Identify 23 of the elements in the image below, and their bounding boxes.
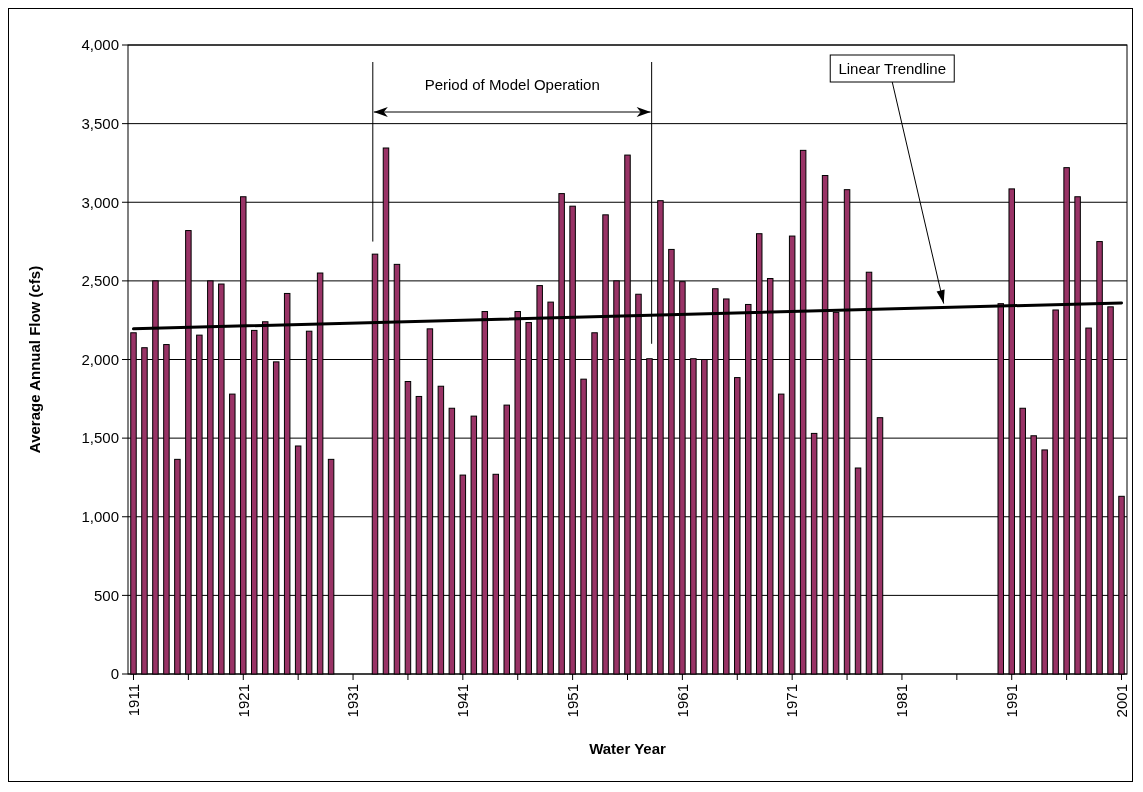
- x-tick-label: 1921: [234, 684, 252, 718]
- x-tick-label: 1951: [563, 684, 581, 718]
- y-tick-label: 4,000: [81, 36, 119, 54]
- x-tick-label: 1961: [673, 684, 691, 718]
- y-tick-label: 2,000: [81, 350, 119, 368]
- y-tick-label: 3,000: [81, 193, 119, 211]
- y-tick-label: 500: [93, 586, 119, 604]
- y-tick-label: 0: [110, 665, 119, 683]
- x-tick-label: 1971: [783, 684, 801, 718]
- y-tick-label: 1,000: [81, 508, 119, 525]
- x-tick-label: 1911: [124, 684, 142, 717]
- annotation: Period of Model Operation: [424, 76, 600, 93]
- x-tick-label: 1941: [454, 684, 472, 718]
- x-tick-label: 1981: [893, 684, 911, 718]
- y-tick-label: 3,500: [81, 114, 119, 132]
- x-axis-title: Water Year: [589, 740, 667, 757]
- y-axis-title: Average Annual Flow (cfs): [26, 265, 43, 454]
- x-tick-label: 2001: [1112, 684, 1130, 718]
- y-tick-label: 2,500: [81, 272, 119, 290]
- x-tick-label: 1991: [1002, 684, 1020, 718]
- y-tick-label: 1,500: [81, 429, 119, 447]
- x-tick-label: 1931: [344, 684, 362, 718]
- text: Linear Trendline: [838, 60, 947, 77]
